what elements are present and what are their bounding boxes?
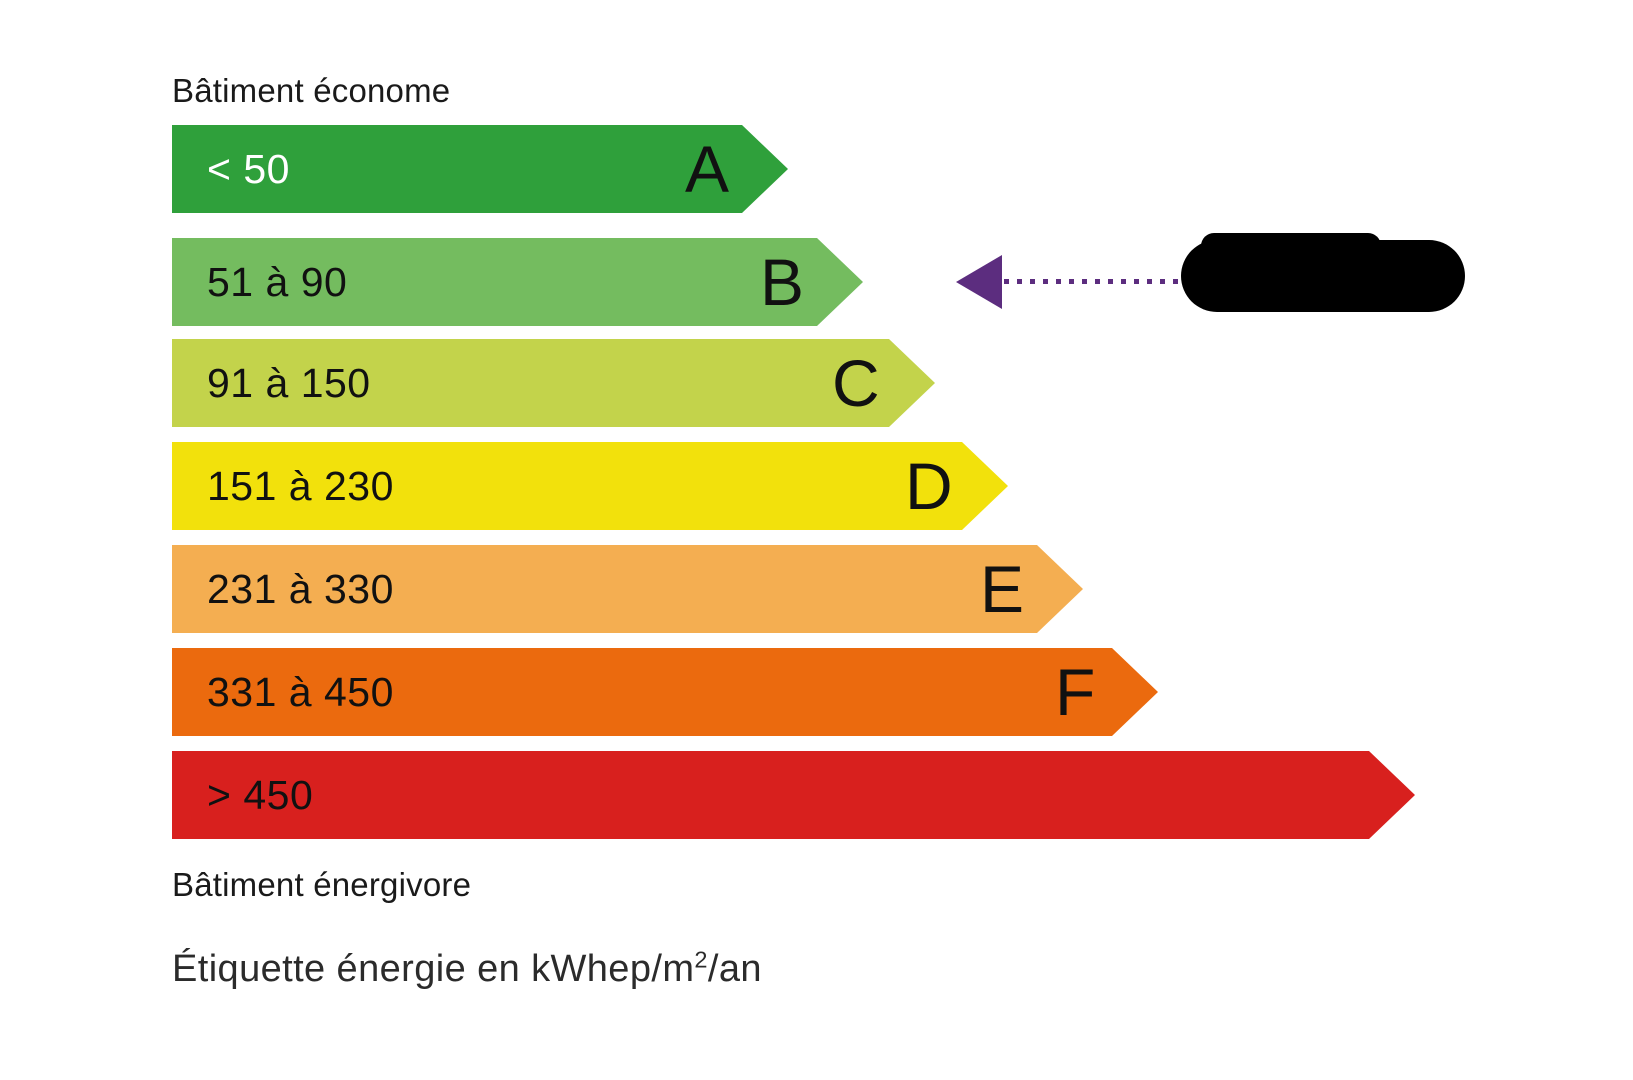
caption-energy-unit: Étiquette énergie en kWhep/m2/an bbox=[172, 948, 762, 991]
band-shape bbox=[172, 125, 788, 213]
band-shape bbox=[172, 545, 1083, 633]
energy-band-c[interactable]: 91 à 150 C bbox=[172, 339, 935, 427]
caption-economical-building: Bâtiment économe bbox=[172, 72, 451, 109]
band-shape bbox=[172, 339, 935, 427]
band-shape bbox=[172, 648, 1158, 736]
unit-suffix: /an bbox=[707, 948, 762, 990]
band-shape bbox=[172, 751, 1415, 839]
energy-band-g[interactable]: > 450 bbox=[172, 751, 1415, 839]
caption-energy-hungry-building: Bâtiment énergivore bbox=[172, 866, 472, 903]
energy-band-d[interactable]: 151 à 230 D bbox=[172, 442, 1008, 530]
unit-prefix: Étiquette énergie en kWhep/m bbox=[172, 948, 695, 990]
energy-band-e[interactable]: 231 à 330 E bbox=[172, 545, 1083, 633]
band-shape bbox=[172, 238, 863, 326]
energy-band-f[interactable]: 331 à 450 F bbox=[172, 648, 1158, 736]
energy-band-b[interactable]: 51 à 90 B bbox=[172, 238, 863, 326]
energy-band-a[interactable]: < 50 A bbox=[172, 125, 788, 213]
band-shape bbox=[172, 442, 1008, 530]
unit-superscript: 2 bbox=[694, 946, 708, 973]
